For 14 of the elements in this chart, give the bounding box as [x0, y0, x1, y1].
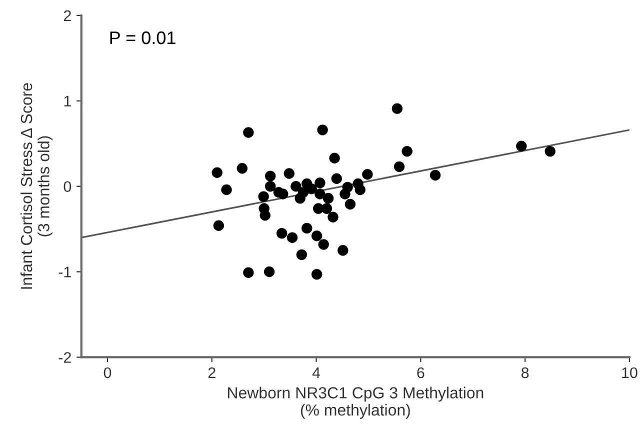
- x-tick-label: 6: [417, 367, 424, 378]
- x-tick-label: 0: [104, 367, 112, 378]
- x-tick-label: 2: [208, 367, 216, 378]
- annotation: P = 0.01: [110, 31, 176, 44]
- x-tick-label: 10: [622, 367, 638, 378]
- y-tick-label: 2: [64, 10, 71, 21]
- y-axis-title: Infant Cortisol Stress Δ Score (3 months old): [20, 83, 53, 289]
- y-tick-label: -1: [58, 266, 71, 278]
- y-tick-label: 0: [64, 181, 72, 192]
- x-axis-title: Newborn NR3C1 CpG 3 Methylation (% methylation): [228, 386, 484, 419]
- y-tick-label: 1: [64, 96, 71, 106]
- x-tick-label: 8: [521, 367, 529, 378]
- x-tick-label: 4: [312, 367, 320, 378]
- y-tick-label: -2: [58, 352, 71, 363]
